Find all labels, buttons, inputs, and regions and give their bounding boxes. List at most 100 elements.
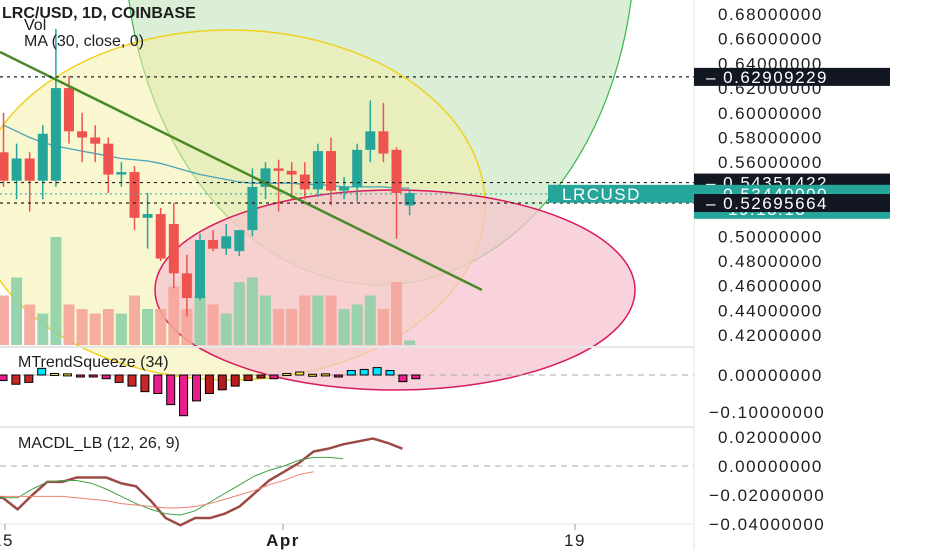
squeeze-bar — [204, 374, 214, 394]
candle — [155, 207, 166, 261]
squeeze-bar — [333, 374, 343, 378]
volume-bar — [377, 309, 389, 345]
volume-legend: Vol — [24, 17, 46, 34]
candle — [234, 230, 245, 257]
price-tick-label: 0.48000000 — [718, 252, 823, 271]
volume-bar — [220, 313, 232, 345]
symbol-title: LRC/USD, 1D, COINBASE — [2, 5, 196, 22]
squeeze-bar — [166, 374, 176, 406]
volume-bar — [142, 309, 154, 345]
volume-bar — [37, 313, 49, 345]
candle-body — [404, 193, 415, 206]
candle — [378, 102, 389, 163]
price-line-tag — [694, 67, 890, 86]
macd-lines — [0, 437, 403, 527]
volume-bar — [299, 295, 311, 345]
volume-bar — [50, 237, 62, 345]
candle-body — [142, 214, 153, 218]
candle — [260, 162, 271, 200]
squeeze-bar — [140, 374, 150, 393]
candle — [221, 223, 232, 255]
time-axis[interactable]: 15 Apr 19 — [0, 524, 586, 550]
candle-body — [365, 131, 376, 150]
candle — [299, 162, 310, 200]
moving-average-line — [3, 124, 410, 189]
candle — [365, 100, 376, 163]
volume-bar — [115, 313, 127, 345]
candle-body — [378, 131, 389, 154]
volume-bar — [246, 277, 258, 345]
candle — [50, 28, 61, 187]
volume-bar — [351, 304, 363, 345]
squeeze-bar — [398, 374, 408, 383]
squeeze-bar — [11, 374, 21, 385]
symbol-tag-label: LRCUSD — [562, 185, 641, 204]
squeeze-bar — [256, 374, 266, 379]
price-tick-label: 0.44000000 — [718, 301, 823, 320]
volume-bar — [155, 309, 167, 345]
candle-body — [50, 88, 61, 181]
candle — [195, 233, 205, 301]
price-line-tag — [694, 194, 890, 213]
symbol-tag — [548, 184, 694, 203]
volume-bar — [11, 277, 23, 345]
price-lines — [0, 76, 694, 204]
candlesticks[interactable] — [0, 28, 415, 317]
price-tick-label: 0.58000000 — [718, 129, 823, 148]
price-tick-label: 0.60000000 — [718, 104, 823, 123]
candle — [168, 202, 179, 289]
candle-body — [116, 172, 127, 175]
candle-body — [90, 137, 101, 144]
volume-bar — [168, 286, 180, 345]
volume-bar — [24, 304, 36, 345]
candle — [37, 125, 48, 200]
candle — [352, 143, 363, 202]
candle-body — [273, 168, 284, 171]
candle — [103, 137, 114, 194]
squeeze-bar — [192, 374, 201, 402]
candle-body — [312, 151, 323, 190]
squeeze-bar — [295, 371, 305, 376]
squeeze-bar — [385, 370, 395, 376]
candle-body — [195, 240, 205, 299]
volume-bar — [129, 295, 140, 345]
squeeze-tick-label: −0.10000000 — [709, 403, 825, 422]
squeeze-bar — [359, 368, 369, 376]
candle-body — [155, 214, 166, 259]
candle — [11, 143, 22, 200]
macd-series-line — [0, 471, 314, 509]
candle-body — [260, 168, 271, 187]
trendline-drawing[interactable] — [0, 50, 483, 292]
candle-body — [24, 158, 35, 181]
volume-bar — [181, 309, 193, 345]
squeeze-bar — [346, 370, 356, 376]
squeeze-bar — [37, 367, 47, 376]
volume-bar — [273, 309, 285, 345]
price-tick-label: 0.42000000 — [718, 326, 823, 345]
squeeze-histogram — [0, 367, 421, 417]
squeeze-bar — [321, 373, 330, 377]
candle — [286, 162, 297, 200]
candle-body — [286, 170, 297, 175]
macd-series-line — [0, 456, 344, 516]
candle-body — [208, 240, 219, 249]
candle-body — [37, 133, 48, 181]
macd-tick-label: 0.00000000 — [718, 457, 823, 476]
candle — [77, 112, 88, 163]
macd-tick-label: −0.04000000 — [709, 515, 825, 534]
candle-body — [181, 273, 192, 299]
squeeze-bar — [50, 373, 60, 377]
squeeze-bar — [63, 373, 72, 377]
volume-bar — [0, 295, 9, 345]
candle-body — [129, 172, 140, 218]
candle-body — [0, 152, 9, 181]
candle — [247, 168, 258, 237]
squeeze-bar — [179, 374, 189, 417]
volume-bar — [233, 282, 245, 345]
squeeze-bar — [101, 374, 111, 380]
candle-body — [221, 236, 232, 249]
squeeze-bar — [24, 374, 34, 383]
volume-bar — [404, 340, 416, 345]
